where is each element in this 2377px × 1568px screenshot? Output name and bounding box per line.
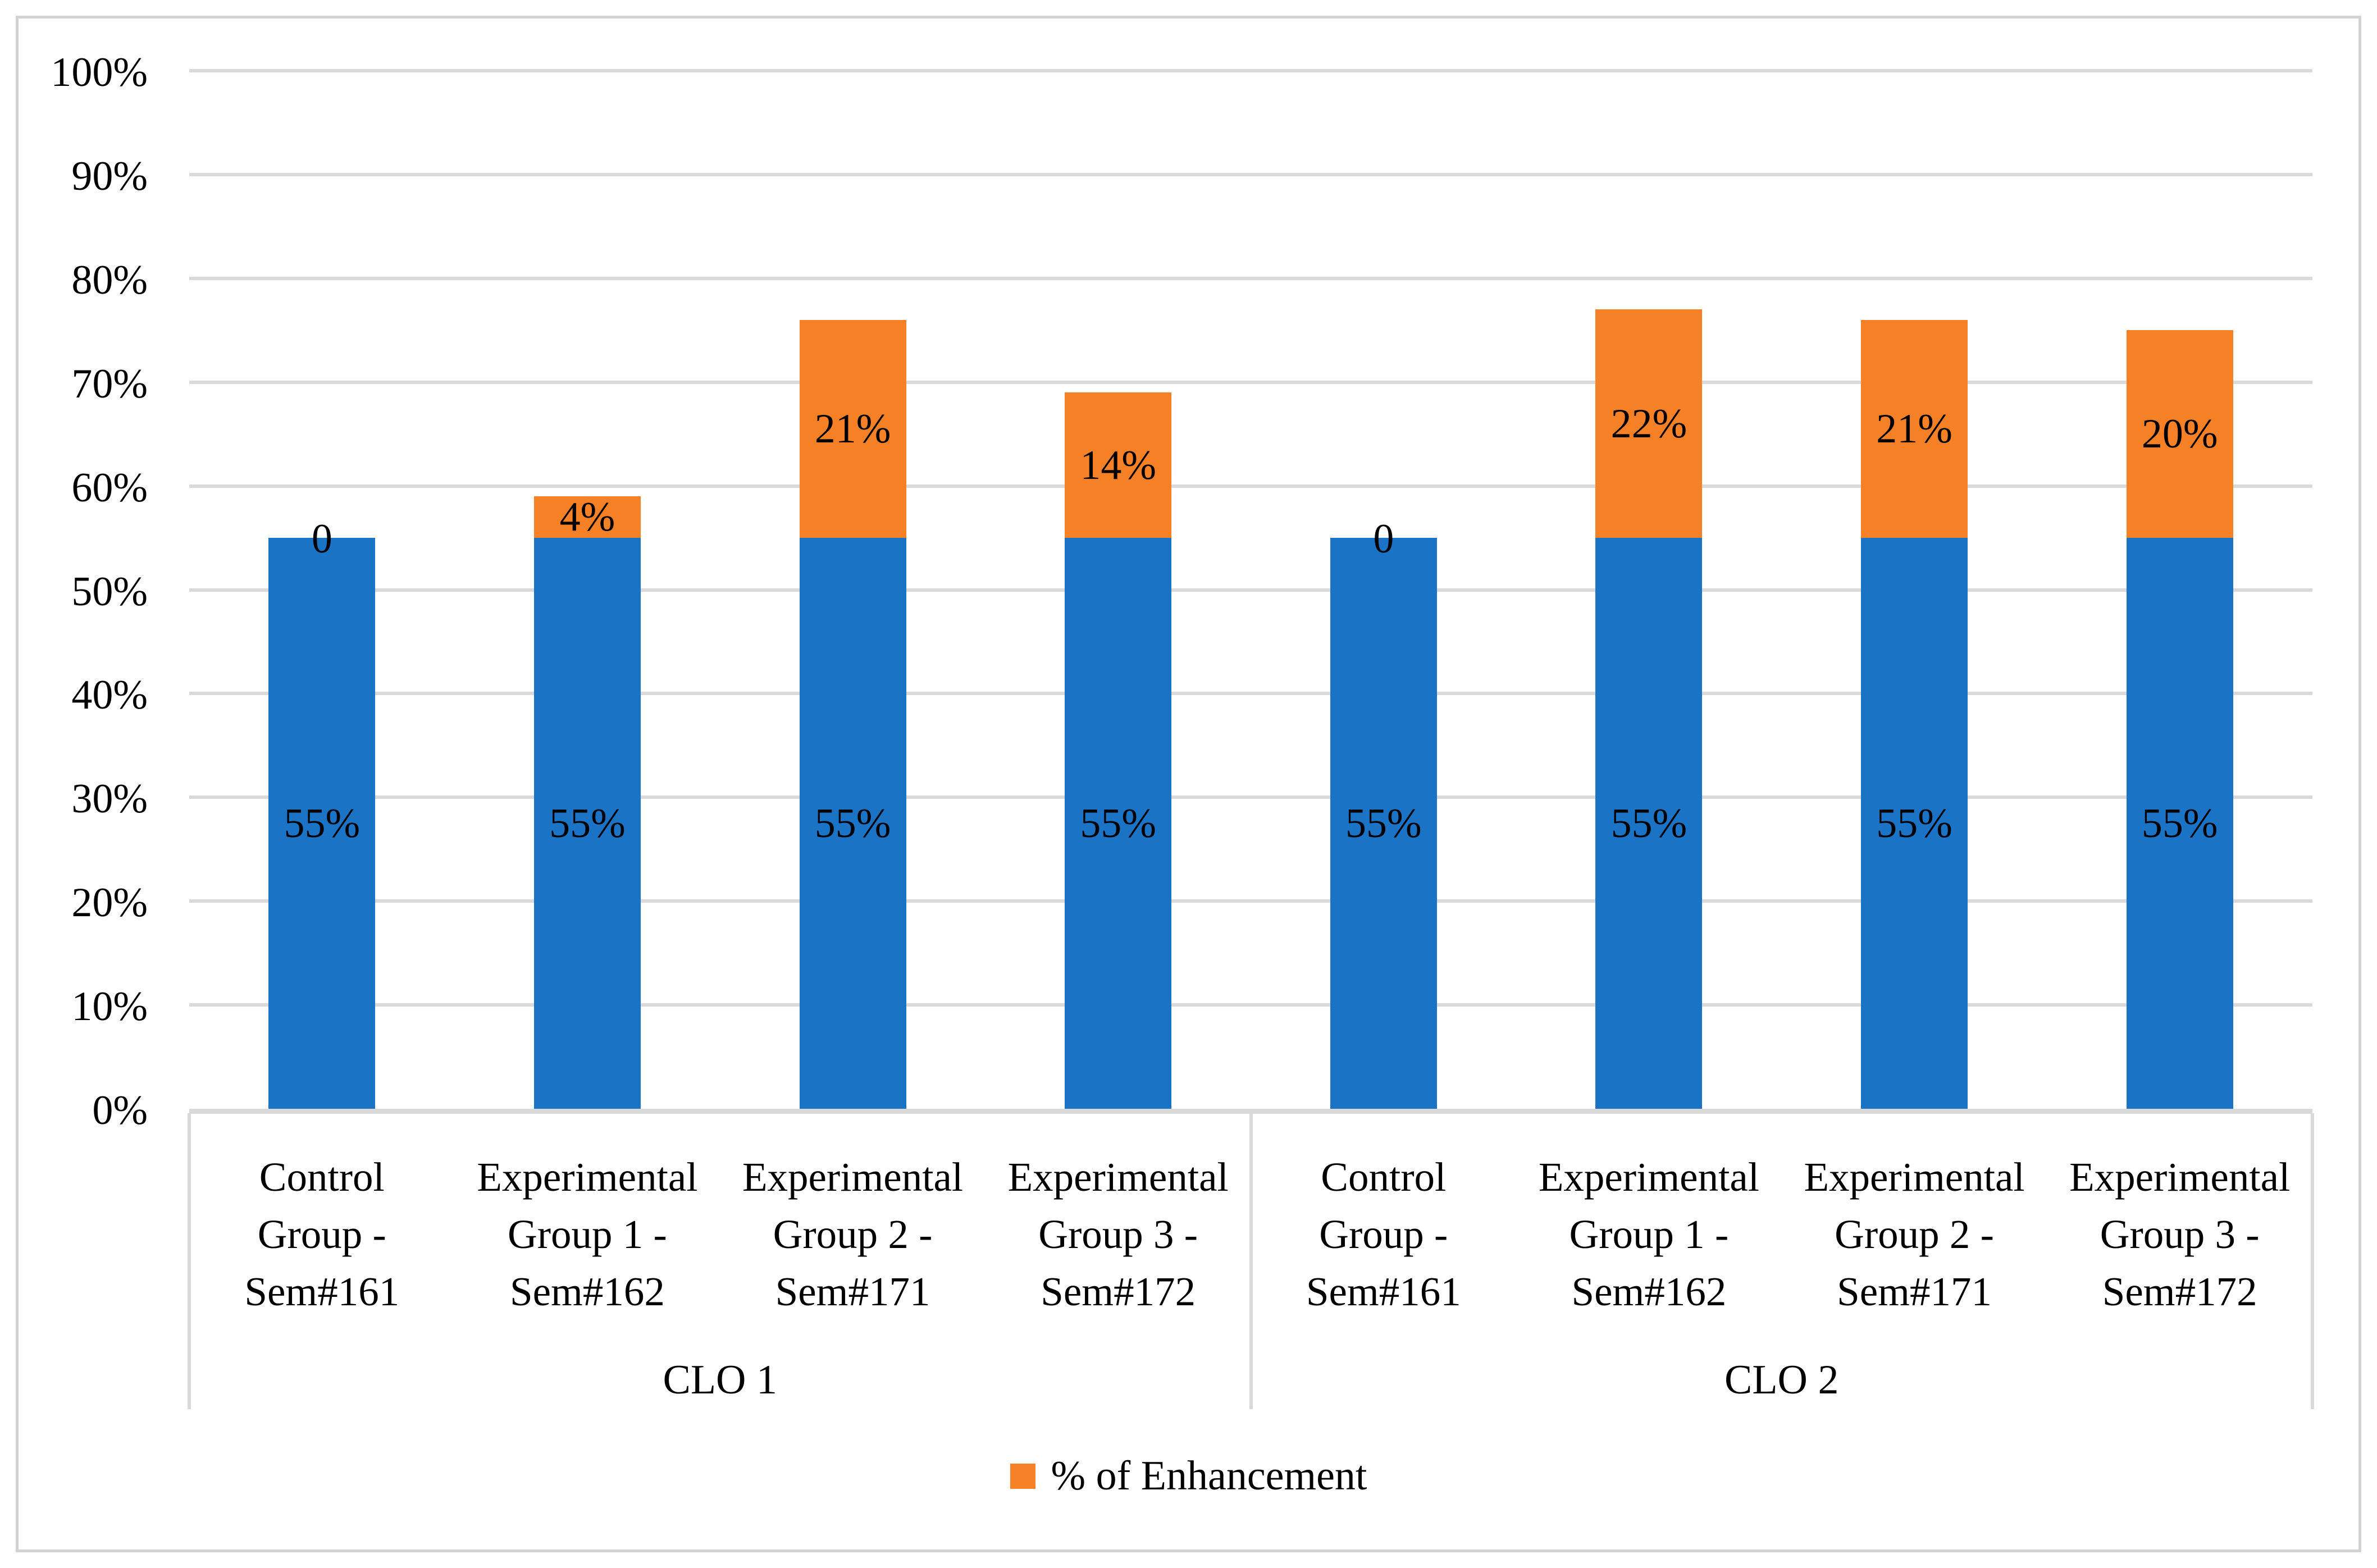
bar-6-base-label: 55% xyxy=(1610,800,1687,847)
bar-4-base-segment xyxy=(1065,538,1172,1109)
bar-1-base-segment xyxy=(268,538,376,1109)
bar-7-base-segment xyxy=(1861,538,1968,1109)
y-tick-label-70: 70% xyxy=(71,360,148,407)
bar-3-enhancement-segment xyxy=(799,319,906,538)
bar-2-base-segment xyxy=(533,538,641,1109)
y-tick-label-0: 0% xyxy=(92,1087,148,1133)
group-label-1: CLO 1 xyxy=(663,1357,778,1403)
y-tick-label-10: 10% xyxy=(71,984,148,1030)
bar-8-base-label: 55% xyxy=(2141,800,2218,847)
gridline-40 xyxy=(189,692,2312,696)
bar-6-enhancement-label: 22% xyxy=(1610,400,1687,447)
category-divider-3 xyxy=(2311,1113,2314,1409)
gridline-20 xyxy=(189,899,2312,903)
gridline-80 xyxy=(189,276,2312,280)
bar-2-enhancement-label: 4% xyxy=(559,494,615,541)
category-label-8: Experimental Group 3 - Sem#172 xyxy=(2069,1154,2291,1314)
bar-5-base-segment xyxy=(1330,538,1437,1109)
bar-4-enhancement-label: 14% xyxy=(1080,442,1157,488)
legend-swatch-icon xyxy=(1010,1463,1035,1489)
bar-7-base-label: 55% xyxy=(1876,800,1952,847)
bar-8-enhancement-segment xyxy=(2126,330,2233,538)
legend: % of Enhancement xyxy=(19,1448,2358,1504)
gridline-10 xyxy=(189,1003,2312,1007)
group-label-2: CLO 2 xyxy=(1724,1357,1839,1403)
bar-2-enhancement-segment xyxy=(533,496,641,538)
gridline-30 xyxy=(189,796,2312,799)
bar-3-base-label: 55% xyxy=(814,800,891,847)
bar-6-base-segment xyxy=(1595,538,1703,1109)
bar-8-enhancement-label: 20% xyxy=(2141,411,2218,458)
bar-8-base-segment xyxy=(2126,538,2233,1109)
y-tick-label-80: 80% xyxy=(71,257,148,303)
y-tick-label-50: 50% xyxy=(71,568,148,615)
gridline-100 xyxy=(189,69,2312,72)
category-label-6: Experimental Group 1 - Sem#162 xyxy=(1538,1154,1760,1314)
y-tick-label-40: 40% xyxy=(71,672,148,719)
bar-4-base-label: 55% xyxy=(1080,800,1157,847)
gridline-60 xyxy=(189,484,2312,488)
x-axis-baseline xyxy=(189,1109,2312,1114)
bar-5-base-label: 55% xyxy=(1345,800,1422,847)
bar-7-enhancement-label: 21% xyxy=(1876,405,1952,452)
y-tick-label-60: 60% xyxy=(71,464,148,511)
y-tick-label-20: 20% xyxy=(71,880,148,926)
bar-4-enhancement-segment xyxy=(1065,392,1172,538)
bar-3-enhancement-label: 21% xyxy=(814,405,891,452)
gridline-90 xyxy=(189,172,2312,176)
category-divider-2 xyxy=(1249,1113,1253,1409)
bar-2-base-label: 55% xyxy=(549,800,626,847)
y-tick-label-30: 30% xyxy=(71,776,148,822)
bar-3-base-segment xyxy=(799,538,906,1109)
category-label-1: Control Group - Sem#161 xyxy=(244,1154,400,1314)
chart-frame: 0% 10% 20% 30% 40% 50% 60% 70% 80% 90% 100% 0 55% 4%… xyxy=(16,16,2361,1552)
category-label-2: Experimental Group 1 - Sem#162 xyxy=(477,1154,698,1314)
gridline-70 xyxy=(189,380,2312,384)
y-tick-label-90: 90% xyxy=(71,153,148,199)
bar-6-enhancement-segment xyxy=(1595,309,1703,538)
bar-1-base-label: 55% xyxy=(284,800,361,847)
category-divider-1 xyxy=(188,1113,191,1409)
category-label-5: Control Group - Sem#161 xyxy=(1306,1154,1461,1314)
gridline-50 xyxy=(189,588,2312,592)
legend-label: % of Enhancement xyxy=(1051,1453,1367,1499)
category-label-4: Experimental Group 3 - Sem#172 xyxy=(1007,1154,1229,1314)
category-label-7: Experimental Group 2 - Sem#171 xyxy=(1804,1154,2025,1314)
bar-5-enhancement-label: 0 xyxy=(1373,516,1394,563)
bar-1-enhancement-label: 0 xyxy=(311,516,332,563)
category-label-3: Experimental Group 2 - Sem#171 xyxy=(742,1154,964,1314)
bar-7-enhancement-segment xyxy=(1861,319,1968,538)
y-tick-label-100: 100% xyxy=(51,49,148,95)
